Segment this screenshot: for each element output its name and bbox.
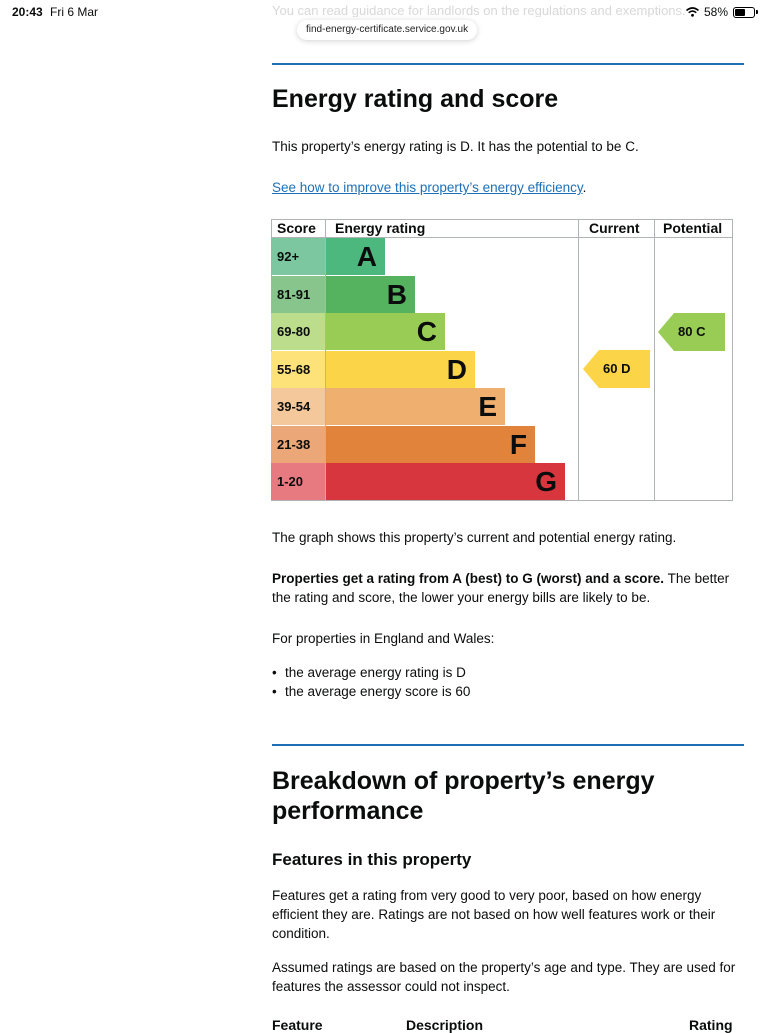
assumed-ratings-explanation: Assumed ratings are based on the propert…: [272, 960, 736, 994]
rating-intro: This property’s energy rating is D. It h…: [272, 139, 639, 154]
ratings-explanation-rest: The better the rating and score, the low…: [272, 571, 730, 605]
potential-rating-label: 80 C: [678, 323, 706, 339]
energy-rating-heading: Energy rating and score: [272, 85, 559, 113]
score-range-a: 92+: [271, 238, 325, 275]
battery-tip: [756, 10, 758, 14]
table-header-description: Description: [406, 1017, 484, 1033]
rating-band-f: F: [326, 425, 535, 463]
score-range-b: 81-91: [271, 275, 325, 313]
graph-explanation: The graph shows this property’s current …: [272, 530, 677, 545]
battery-icon: [733, 6, 755, 18]
rating-letter-e: E: [478, 391, 497, 422]
score-range-e: 39-54: [271, 388, 325, 425]
status-bar: 20:43 Fri 6 Mar 58%: [0, 0, 768, 26]
bullet-average-rating: the average energy rating is D: [272, 663, 466, 682]
ratings-explanation: Properties get a rating from A (best) to…: [272, 569, 744, 607]
epc-rating-chart: Score Energy rating Current Potential 92…: [271, 219, 733, 501]
breakdown-heading: Breakdown of property’s energy performan…: [272, 767, 655, 825]
url-bar[interactable]: find-energy-certificate.service.gov.uk: [297, 20, 478, 40]
rating-band-c: C: [326, 313, 445, 350]
rating-band-b: B: [326, 275, 415, 313]
section-divider: [272, 744, 744, 746]
battery-percent: 58%: [703, 5, 728, 19]
status-indicators: 58%: [685, 5, 758, 19]
status-date: Fri 6 Mar: [50, 5, 98, 19]
column-header-energy-rating: Energy rating: [335, 220, 426, 236]
scrolled-text: You can read guidance for landlords on t…: [272, 3, 686, 17]
table-header-rating: Rating: [689, 1017, 733, 1033]
column-header-current: Current: [589, 220, 640, 236]
chart-header-border: [271, 237, 733, 238]
ratings-explanation-bold: Properties get a rating from A (best) to…: [272, 571, 665, 586]
improve-efficiency-link[interactable]: See how to improve this property’s energ…: [272, 180, 583, 195]
rating-band-d: D: [326, 350, 475, 388]
features-subheading: Features in this property: [272, 850, 472, 869]
rating-letter-d: D: [446, 353, 467, 385]
chart-potential-divider: [654, 219, 655, 501]
rating-letter-f: F: [509, 428, 527, 460]
score-range-d: 55-68: [271, 350, 325, 388]
bullet-average-score: the average energy score is 60: [272, 682, 470, 701]
column-header-score: Score: [277, 220, 316, 236]
chart-bottom-border: [271, 500, 733, 501]
current-rating-arrow: 60 D: [583, 350, 650, 388]
rating-letter-c: C: [416, 316, 437, 347]
score-range-c: 69-80: [271, 313, 325, 350]
score-range-f: 21-38: [271, 425, 325, 463]
table-header-feature: Feature: [272, 1017, 323, 1033]
england-wales-intro: For properties in England and Wales:: [272, 631, 495, 646]
rating-band-g: G: [326, 463, 565, 500]
features-explanation: Features get a rating from very good to …: [272, 888, 716, 941]
column-header-potential: Potential: [663, 220, 723, 236]
chart-current-divider: [578, 219, 579, 501]
rating-letter-g: G: [535, 466, 557, 497]
score-range-g: 1-20: [271, 463, 325, 500]
improve-link-paragraph: See how to improve this property’s energ…: [272, 178, 744, 197]
rating-letter-b: B: [386, 278, 407, 310]
rating-band-a: A: [326, 238, 385, 275]
rating-letter-a: A: [356, 241, 377, 272]
rating-band-e: E: [326, 388, 505, 425]
chart-score-divider: [325, 219, 326, 501]
potential-rating-arrow: 80 C: [658, 312, 725, 351]
wifi-icon: [685, 7, 699, 17]
current-rating-label: 60 D: [603, 361, 631, 376]
chart-top-border: [271, 219, 733, 220]
section-divider: [272, 63, 744, 65]
status-time: 20:43: [12, 5, 43, 19]
chart-right-border: [732, 219, 733, 501]
link-trailing: .: [582, 180, 587, 195]
